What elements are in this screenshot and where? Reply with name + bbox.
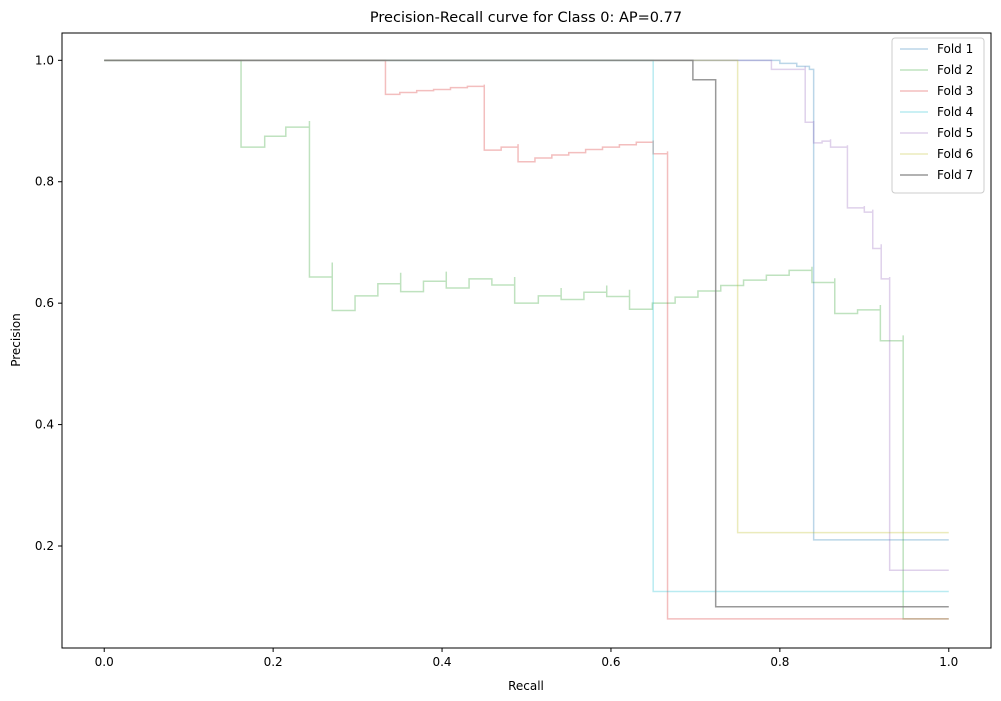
series-line-fold-5 (104, 59, 949, 572)
legend-label-fold-1: Fold 1 (937, 42, 973, 56)
legend-label-fold-2: Fold 2 (937, 63, 973, 77)
series-line-fold-2 (104, 59, 949, 620)
x-tick-label: 0.2 (264, 655, 283, 669)
x-tick-label: 0.0 (95, 655, 114, 669)
x-tick-label: 0.8 (770, 655, 789, 669)
legend: Fold 1 Fold 2 Fold 3 Fold 4 Fold 5 Fold 6 Fold… (891, 37, 985, 194)
chart-title: Precision-Recall curve for Class 0: AP=0… (370, 10, 682, 26)
y-axis-label: Precision (9, 313, 23, 367)
legend-label-fold-3: Fold 3 (937, 84, 973, 98)
ticks-layer: 0.0 0.2 0.4 0.6 0.8 1.0 0.2 0.4 0.6 0.8 1.0 (35, 53, 958, 669)
series-line-fold-7 (104, 59, 949, 608)
series-line-fold-1 (104, 59, 949, 541)
legend-label-fold-4: Fold 4 (937, 105, 973, 119)
y-tick-label: 1.0 (35, 53, 54, 67)
y-tick-label: 0.8 (35, 175, 54, 189)
x-tick-label: 1.0 (939, 655, 958, 669)
y-tick-label: 0.4 (35, 418, 54, 432)
legend-label-fold-7: Fold 7 (937, 168, 973, 182)
y-tick-label: 0.6 (35, 296, 54, 310)
plot-frame (61, 32, 992, 649)
y-tick-label: 0.2 (35, 539, 54, 553)
legend-label-fold-6: Fold 6 (937, 147, 973, 161)
legend-box (891, 37, 985, 194)
series-line-fold-3 (104, 59, 949, 620)
x-axis-label: Recall (508, 679, 544, 693)
x-tick-label: 0.4 (432, 655, 451, 669)
series-layer (104, 59, 949, 620)
legend-label-fold-5: Fold 5 (937, 126, 973, 140)
x-tick-label: 0.6 (601, 655, 620, 669)
